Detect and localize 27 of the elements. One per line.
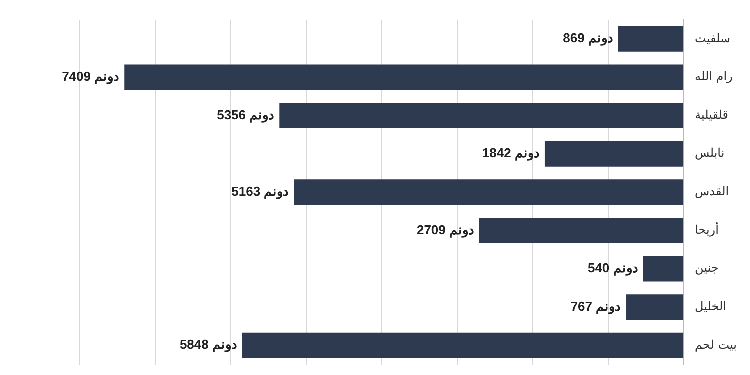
y-tick-label: الخليل: [695, 299, 726, 314]
y-tick-label: قلقيلية: [695, 108, 728, 122]
data-label: 869 دونم: [563, 30, 614, 47]
bar: [242, 332, 684, 358]
data-label: 2709 دونم: [416, 222, 475, 238]
y-tick-label: أريحا: [695, 222, 719, 237]
data-label: 540 دونم: [588, 260, 638, 277]
data-label: دونم 1842: [482, 146, 540, 162]
data-label: 5356 دونم: [217, 107, 275, 124]
y-tick-label: سلفيت: [695, 31, 731, 46]
y-tick-label: القدس: [695, 184, 730, 199]
data-label: 7409 دونم: [62, 69, 120, 86]
bar: [626, 294, 684, 320]
y-tick-label: نابلس: [695, 146, 725, 160]
y-tick-label: جنين: [695, 261, 719, 276]
bar: [643, 256, 684, 282]
y-tick-label: رام الله: [695, 70, 734, 84]
y-tick-label: بيت لحم: [695, 338, 738, 352]
bar: [124, 64, 684, 90]
bar: [280, 103, 684, 129]
data-label: 5848 دونم: [180, 337, 238, 354]
bar: [294, 180, 684, 206]
bar: [618, 26, 684, 52]
bar: [480, 218, 684, 244]
data-label: 5163 دونم: [232, 184, 290, 200]
bar: [544, 141, 684, 167]
data-label: 767 دونم: [570, 298, 622, 315]
